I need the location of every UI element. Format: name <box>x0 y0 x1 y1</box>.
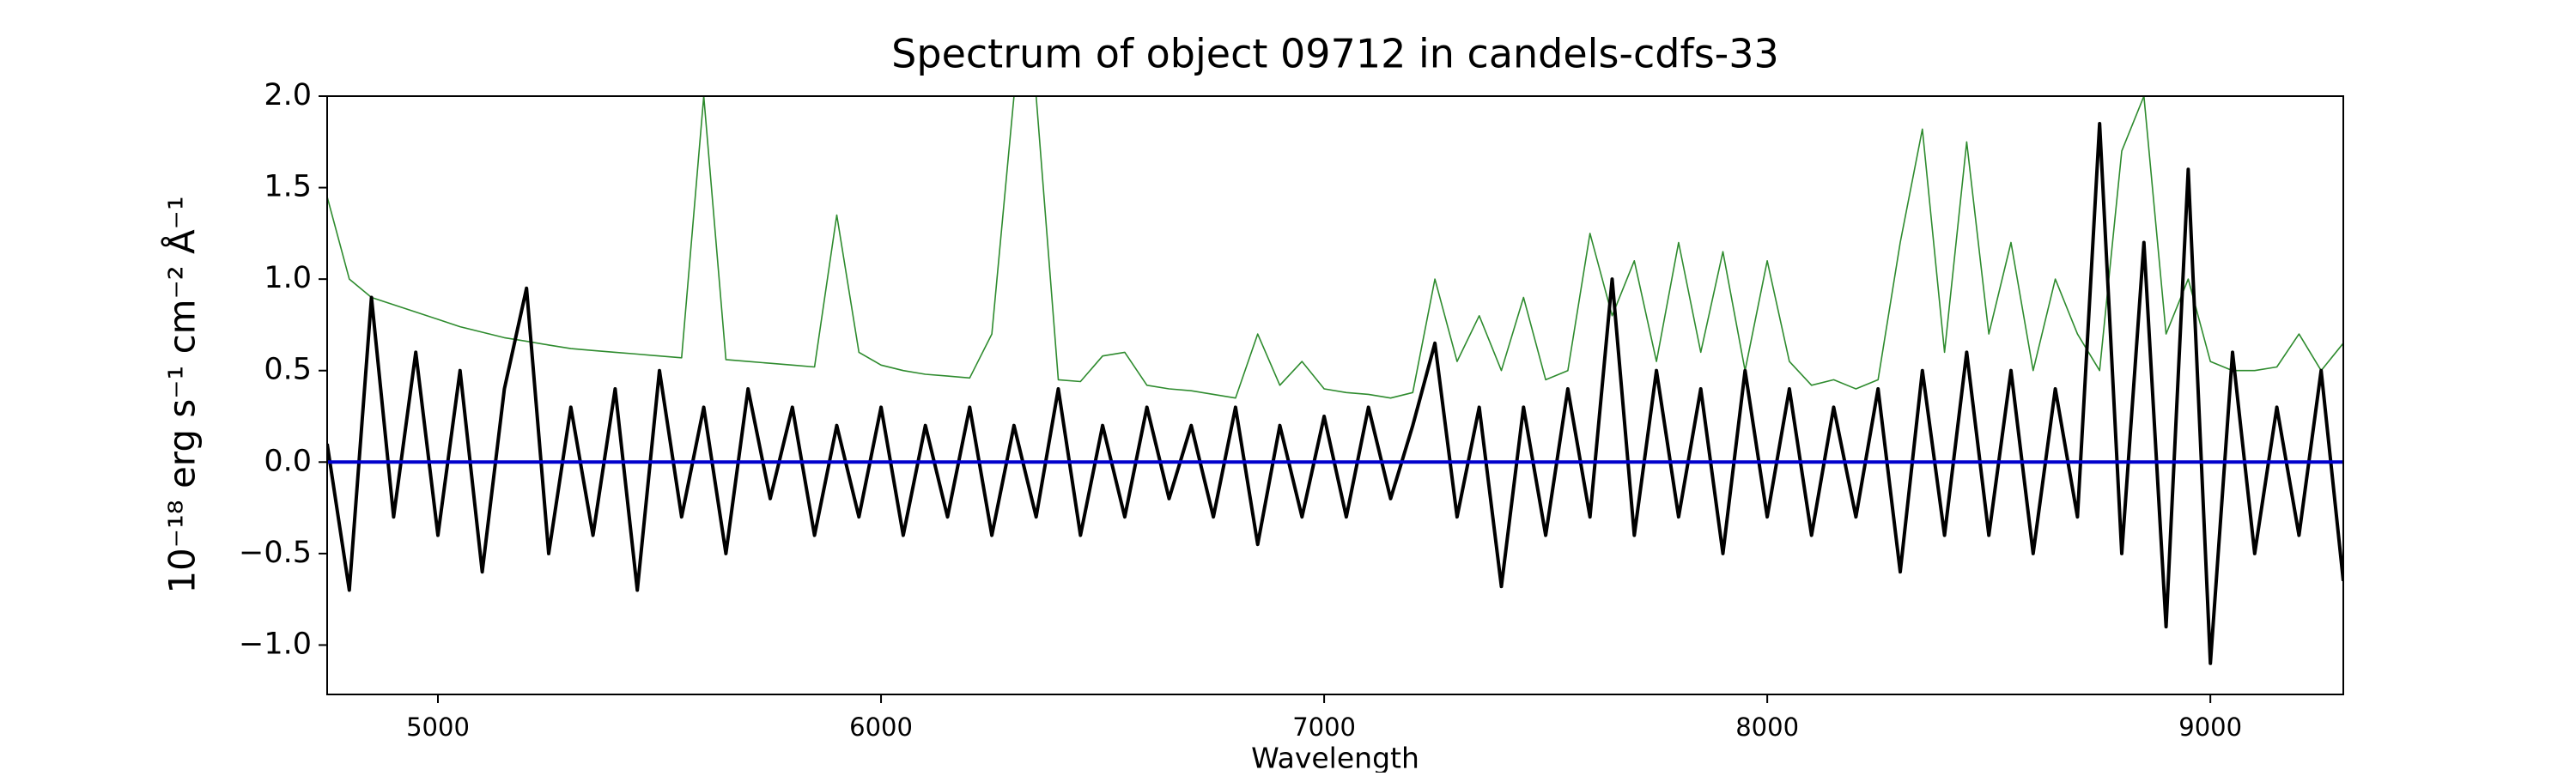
y-tick-label: −1.0 <box>239 627 312 661</box>
x-tick-label: 7000 <box>1292 712 1356 742</box>
spectrum-line <box>327 122 2343 665</box>
plot-frame <box>326 95 2344 695</box>
y-tick-label: 2.0 <box>264 78 312 112</box>
y-tick-label: 1.0 <box>264 261 312 295</box>
y-tick-label: 0.0 <box>264 444 312 478</box>
x-tick-label: 9000 <box>2178 712 2242 742</box>
y-axis-label: 10⁻¹⁸ erg s⁻¹ cm⁻² Å⁻¹ <box>161 196 204 593</box>
y-tick-label: −0.5 <box>239 536 312 570</box>
x-tick-label: 5000 <box>406 712 470 742</box>
x-axis-label: Wavelength <box>1251 742 1419 773</box>
x-tick-label: 6000 <box>849 712 913 742</box>
spectrum-line <box>327 96 2343 399</box>
y-tick-label: 1.5 <box>264 170 312 204</box>
chart-title: Spectrum of object 09712 in candels-cdfs… <box>891 31 1779 77</box>
y-tick-label: 0.5 <box>264 353 312 387</box>
x-tick-label: 8000 <box>1735 712 1799 742</box>
